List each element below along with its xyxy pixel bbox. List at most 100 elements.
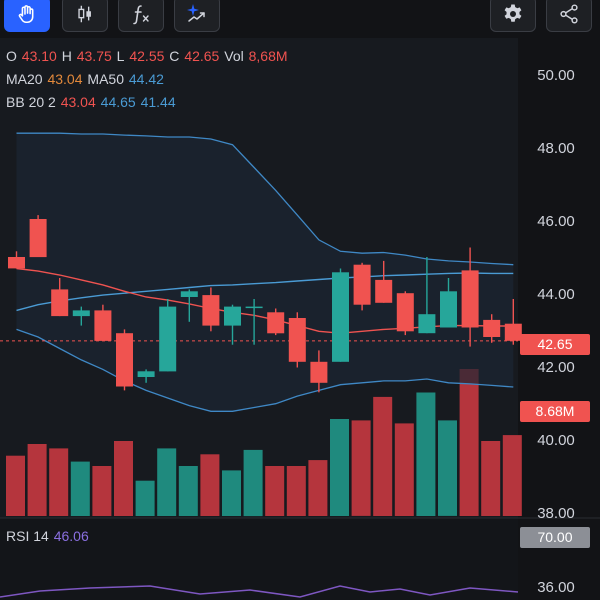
volume-bar — [394, 423, 414, 516]
price-tick: 40.00 — [537, 432, 575, 449]
volume-bar — [27, 444, 47, 516]
candle-down — [353, 264, 371, 305]
volume-bar — [265, 466, 285, 516]
price-chart[interactable]: 50.00 48.00 46.00 44.00 42.00 40.00 38.0… — [0, 38, 600, 600]
gear-icon — [504, 4, 522, 22]
bb-lower-value: 41.44 — [140, 94, 176, 110]
volume-bar — [70, 461, 90, 516]
open-value: 43.10 — [21, 48, 57, 64]
candle-down — [396, 293, 414, 332]
candle-down — [94, 310, 112, 341]
volume-bar — [6, 455, 25, 516]
candle-down — [267, 312, 285, 334]
candle-down — [288, 318, 306, 362]
volume-bar — [114, 441, 133, 516]
bb-middle-value: 43.04 — [60, 94, 96, 110]
candle-up — [180, 291, 198, 297]
volume-bar — [286, 466, 306, 516]
ma50-label: MA50 — [87, 71, 124, 87]
volume-bar — [135, 480, 155, 516]
candlestick-chart-icon — [78, 5, 91, 23]
chart-type-button[interactable] — [62, 0, 108, 32]
rsi-70-tag: 70.00 — [520, 527, 590, 548]
volume-value: 8,68M — [248, 48, 288, 64]
candle-down — [202, 295, 220, 326]
price-tick: 44.00 — [537, 286, 575, 303]
volume-bar — [49, 448, 69, 516]
bb-legend[interactable]: BB 20 2 43.04 44.65 41.44 — [6, 94, 177, 110]
volume-bar — [481, 441, 501, 516]
volume-bar — [200, 454, 220, 516]
rsi-value: 46.06 — [53, 528, 89, 544]
volume-bar — [459, 369, 479, 516]
rsi-line — [0, 585, 519, 598]
rsi-legend[interactable]: RSI 14 46.06 — [6, 528, 90, 544]
candle-up — [245, 306, 263, 309]
volume-tag: 8.68M — [520, 401, 590, 422]
volume-series — [6, 369, 522, 517]
low-label: L — [116, 48, 125, 64]
bollinger-band-fill — [16, 133, 514, 412]
cursor-tool-button[interactable] — [4, 0, 50, 32]
volume-bar — [92, 466, 112, 516]
volume-label: Vol — [224, 48, 244, 64]
candle-down — [310, 361, 328, 383]
candle-down — [8, 257, 25, 269]
ma20-label: MA20 — [6, 71, 43, 87]
price-tick: 38.00 — [537, 505, 575, 522]
volume-bar — [157, 448, 177, 516]
candle-down — [29, 219, 47, 258]
volume-bar — [438, 420, 457, 516]
last-price-tag: 42.65 — [520, 334, 590, 355]
close-value: 42.65 — [184, 48, 220, 64]
candle-up — [72, 310, 90, 317]
volume-bar — [330, 419, 349, 516]
indicators-button[interactable] — [118, 0, 164, 32]
candle-up — [137, 371, 155, 377]
volume-bar — [222, 470, 241, 516]
bollinger-bands — [16, 132, 514, 412]
price-tick: 48.00 — [537, 140, 575, 157]
ai-assistant-button[interactable] — [174, 0, 220, 32]
candle-up — [418, 314, 436, 334]
volume-bar — [178, 466, 198, 516]
chart-toolbar — [0, 0, 600, 38]
settings-button[interactable] — [490, 0, 536, 32]
low-value: 42.55 — [129, 48, 165, 64]
candle-down — [504, 323, 522, 341]
candle-down — [483, 319, 501, 337]
volume-bar — [416, 392, 436, 516]
ohlc-legend: O 43.10 H 43.75 L 42.55 C 42.65 Vol 8,68… — [6, 48, 289, 64]
volume-bar — [373, 396, 393, 516]
candle-up — [159, 306, 177, 372]
ma20-value: 43.04 — [47, 71, 83, 87]
ai-sparkle-icon — [187, 4, 205, 22]
bb-label: BB 20 2 — [6, 94, 56, 110]
candle-down — [375, 279, 393, 303]
candle-down — [461, 270, 479, 328]
price-tick: 42.00 — [537, 359, 575, 376]
volume-bar — [351, 420, 371, 516]
share-button[interactable] — [546, 0, 592, 32]
candle-down — [116, 333, 133, 387]
price-axis[interactable]: 50.00 48.00 46.00 44.00 42.00 40.00 38.0… — [537, 67, 575, 596]
high-label: H — [61, 48, 72, 64]
ma-legend[interactable]: MA20 43.04 MA50 44.42 — [6, 71, 165, 87]
bollinger-lower-line — [16, 328, 514, 412]
bollinger-upper-line — [16, 132, 514, 266]
volume-bar — [502, 435, 522, 516]
hand-pointer-icon — [18, 5, 34, 24]
candle-up — [440, 291, 457, 328]
ma50-line — [16, 272, 514, 312]
price-tick: 46.00 — [537, 213, 575, 230]
ma50-value: 44.42 — [128, 71, 164, 87]
candle-up — [332, 272, 349, 362]
candle-down — [51, 289, 69, 317]
rsi-label: RSI 14 — [6, 528, 49, 544]
volume-bar — [308, 460, 328, 516]
volume-bar — [243, 449, 263, 517]
rsi-pane-background — [0, 518, 518, 600]
bb-upper-value: 44.65 — [100, 94, 136, 110]
rsi-tick: 36.00 — [537, 579, 575, 596]
share-icon — [560, 4, 578, 24]
